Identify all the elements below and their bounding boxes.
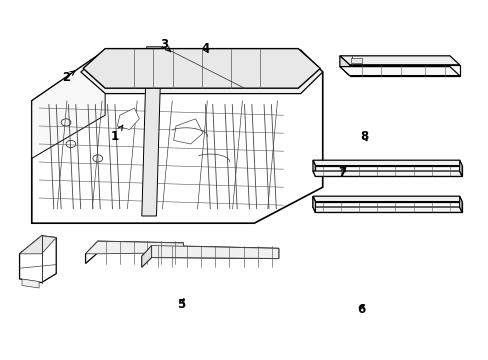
Polygon shape	[350, 58, 361, 63]
Polygon shape	[339, 56, 349, 76]
Polygon shape	[339, 67, 459, 76]
Text: 6: 6	[357, 303, 365, 316]
Polygon shape	[459, 196, 461, 212]
Polygon shape	[339, 56, 459, 65]
Polygon shape	[142, 246, 278, 267]
Polygon shape	[81, 50, 322, 94]
Polygon shape	[315, 202, 461, 212]
Polygon shape	[312, 207, 461, 212]
Polygon shape	[32, 50, 105, 158]
Polygon shape	[85, 241, 183, 264]
Polygon shape	[315, 166, 461, 176]
Text: 5: 5	[177, 298, 184, 311]
Polygon shape	[312, 160, 315, 176]
Polygon shape	[142, 47, 161, 216]
Polygon shape	[20, 236, 56, 254]
Text: 2: 2	[62, 71, 75, 84]
Text: 8: 8	[360, 130, 367, 143]
Text: 4: 4	[201, 42, 209, 55]
Polygon shape	[312, 160, 461, 166]
Polygon shape	[20, 236, 56, 283]
Text: 3: 3	[160, 39, 170, 52]
Polygon shape	[22, 279, 39, 288]
Polygon shape	[142, 246, 151, 267]
Polygon shape	[312, 196, 315, 212]
Text: 1: 1	[111, 125, 122, 143]
Polygon shape	[312, 196, 461, 202]
Polygon shape	[173, 119, 203, 144]
Polygon shape	[312, 171, 461, 176]
Polygon shape	[85, 241, 183, 254]
Polygon shape	[32, 50, 322, 223]
Polygon shape	[459, 160, 461, 176]
Polygon shape	[83, 49, 320, 88]
Polygon shape	[117, 108, 139, 130]
Polygon shape	[142, 246, 278, 258]
Polygon shape	[349, 65, 459, 76]
Text: 7: 7	[338, 166, 346, 179]
Polygon shape	[312, 196, 315, 212]
